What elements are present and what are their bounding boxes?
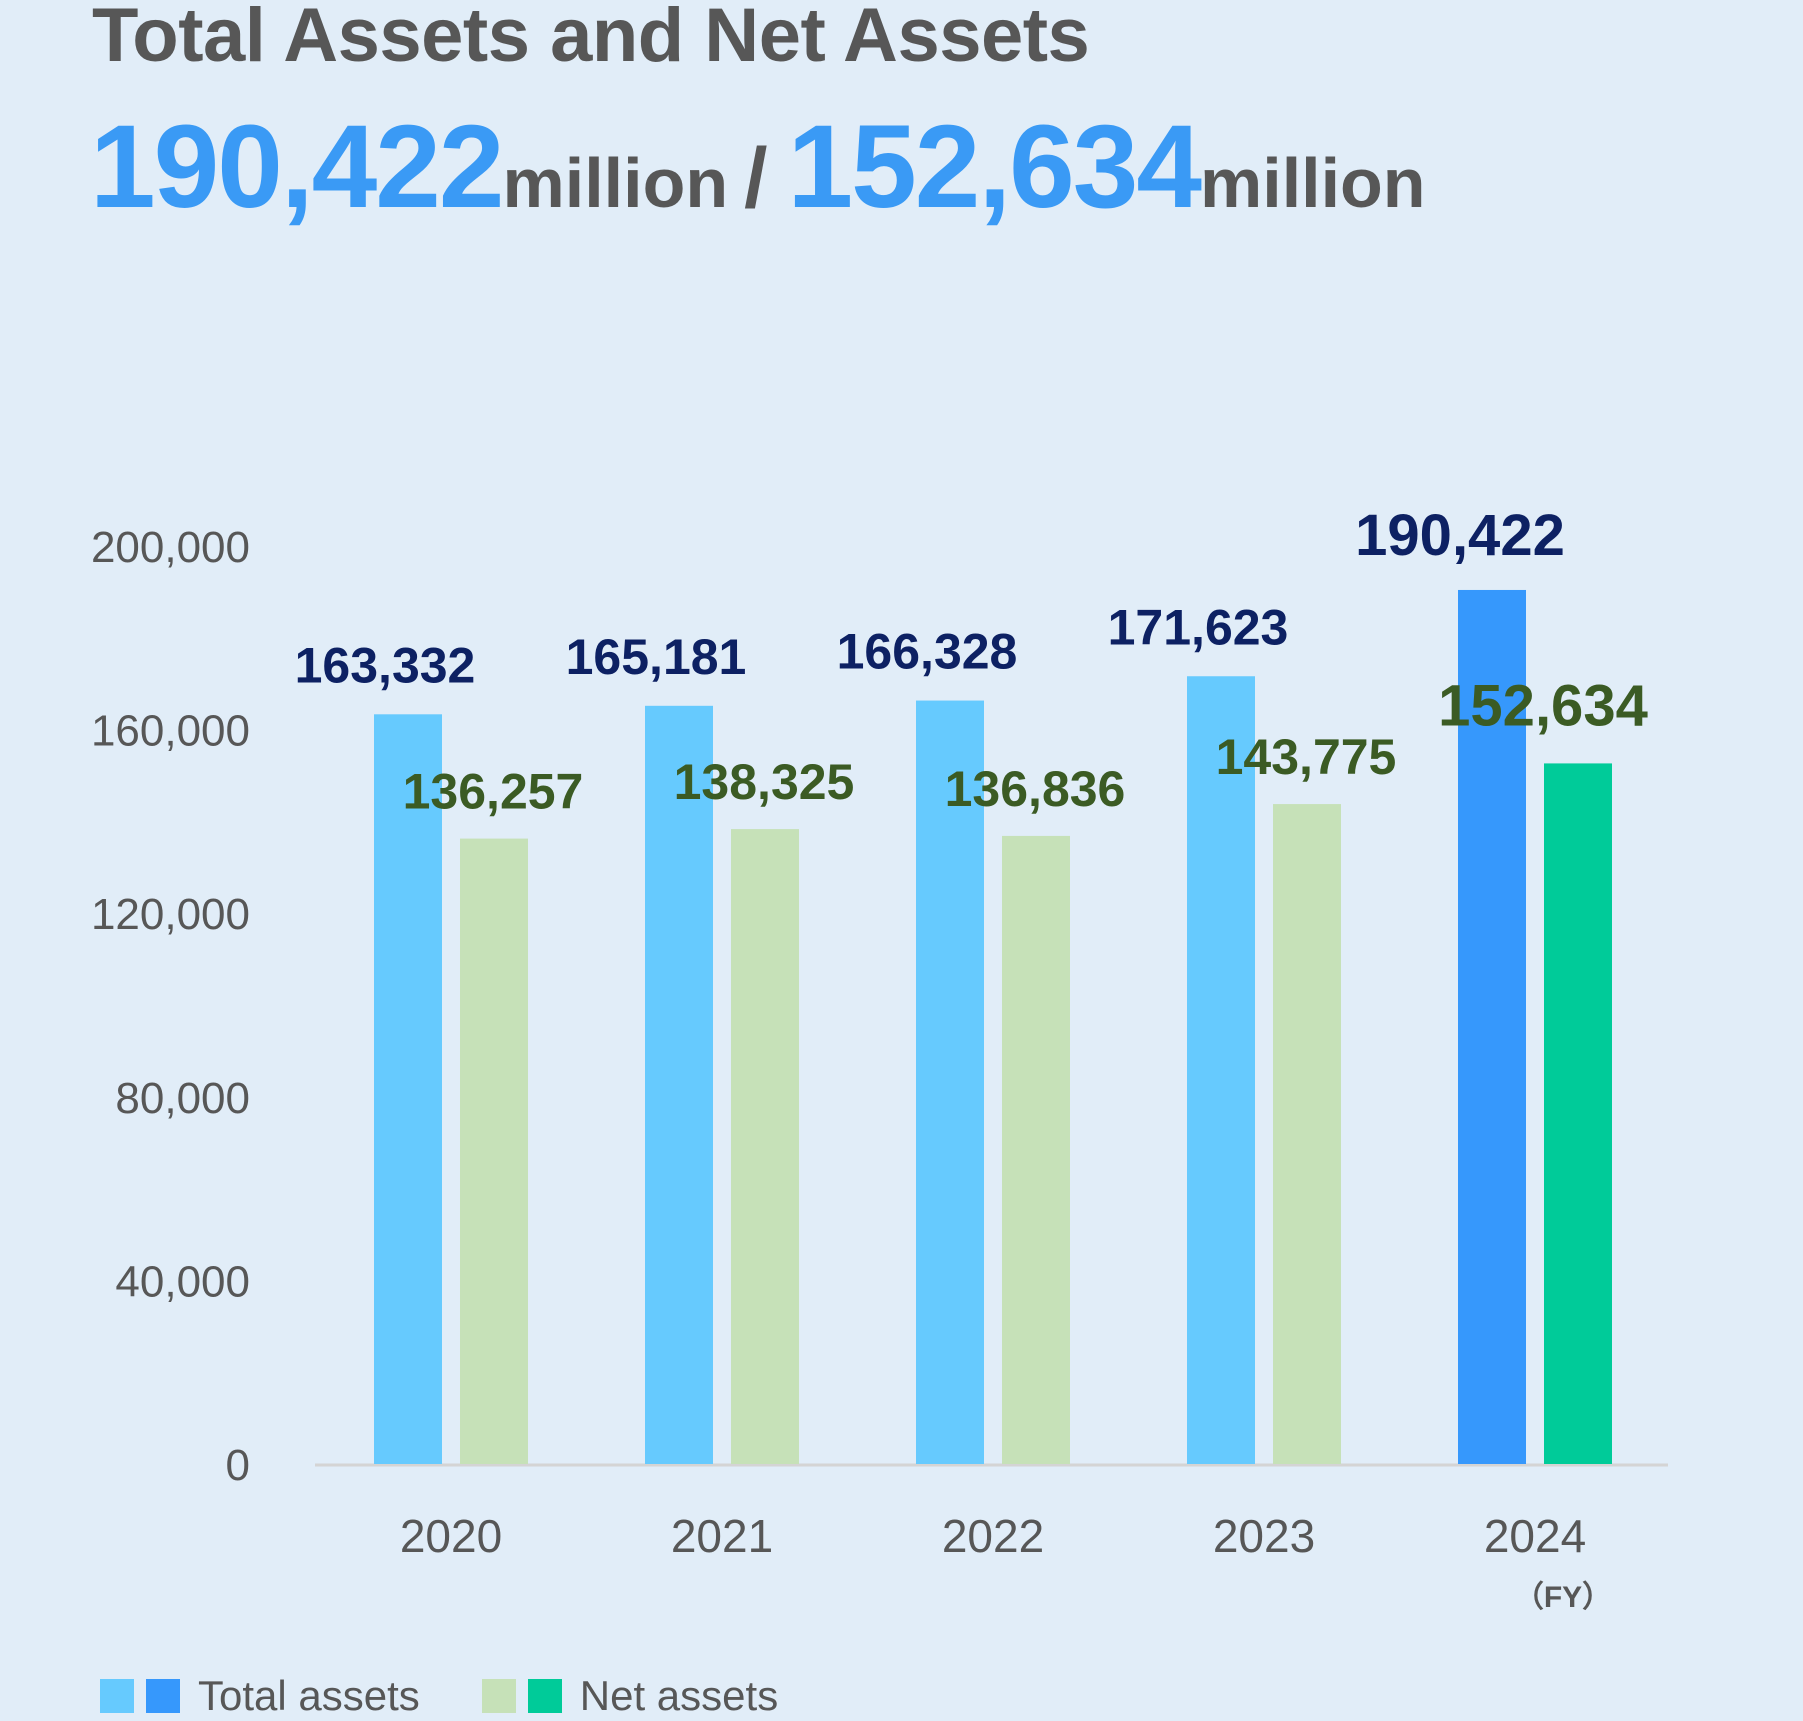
headline-net-value: 152,634	[787, 101, 1202, 233]
net-assets-bar-2023	[1273, 804, 1341, 1464]
total-assets-label-2023: 171,623	[1108, 599, 1289, 655]
headline-separator: /	[744, 131, 768, 225]
x-axis-unit: （FY）	[1514, 1580, 1612, 1614]
y-tick-label: 160,000	[91, 707, 250, 756]
net-assets-bar-2020	[460, 838, 528, 1464]
legend-label-total-assets: Total assets	[198, 1672, 420, 1719]
x-category-label: 2021	[671, 1510, 773, 1562]
legend: Total assets Net assets	[100, 1672, 840, 1720]
y-tick-label: 0	[226, 1441, 250, 1490]
total-assets-bar-2024	[1458, 589, 1526, 1464]
net-assets-bar-2022	[1002, 835, 1070, 1464]
total-assets-bar-2023	[1187, 676, 1255, 1464]
total-assets-bar-2020	[374, 714, 442, 1464]
legend-swatch-net-dark	[527, 1679, 562, 1713]
total-assets-label-2022: 166,328	[837, 624, 1018, 680]
x-category-label: 2022	[942, 1510, 1044, 1562]
net-assets-bar-2021	[731, 829, 799, 1464]
x-axis: 2020 2021 2022 2023 2024 （FY）	[400, 1510, 1612, 1614]
y-tick-label: 80,000	[115, 1074, 250, 1123]
legend-swatch-total-light	[100, 1679, 134, 1713]
y-tick-label: 200,000	[91, 523, 250, 572]
legend-swatch-net-light	[481, 1679, 516, 1713]
total-assets-label-2020: 163,332	[295, 637, 476, 693]
chart-title: Total Assets and Net Assets	[92, 0, 1090, 78]
data-labels: 163,332 136,257 165,181 138,325 166,328 136,8…	[295, 503, 1648, 820]
total-assets-bar-2021	[645, 705, 713, 1464]
net-assets-label-2022: 136,836	[945, 761, 1126, 817]
total-assets-bar-2022	[916, 700, 984, 1464]
y-tick-label: 40,000	[115, 1257, 250, 1306]
bars	[374, 589, 1612, 1464]
headline-total-value: 190,422	[90, 101, 505, 233]
x-category-label: 2020	[400, 1510, 502, 1562]
net-assets-bar-2024	[1544, 763, 1612, 1464]
legend-label-net-assets: Net assets	[579, 1672, 779, 1719]
net-assets-label-2020: 136,257	[403, 764, 584, 820]
net-assets-label-2024: 152,634	[1438, 673, 1648, 738]
headline-total-unit: million	[502, 144, 729, 222]
headline-figures: 190,422million/152,634million	[90, 108, 1426, 226]
headline-net-unit: million	[1200, 144, 1426, 222]
y-axis: 0 40,000 80,000 120,000 160,000 200,000	[91, 523, 1668, 1490]
x-category-label: 2024	[1484, 1510, 1586, 1562]
net-assets-label-2023: 143,775	[1216, 729, 1397, 785]
y-tick-label: 120,000	[91, 890, 250, 939]
net-assets-label-2021: 138,325	[674, 754, 855, 810]
total-assets-label-2024: 190,422	[1355, 503, 1565, 568]
legend-swatch-total-dark	[146, 1679, 180, 1713]
x-category-label: 2023	[1213, 1510, 1315, 1562]
total-assets-label-2021: 165,181	[566, 629, 747, 685]
